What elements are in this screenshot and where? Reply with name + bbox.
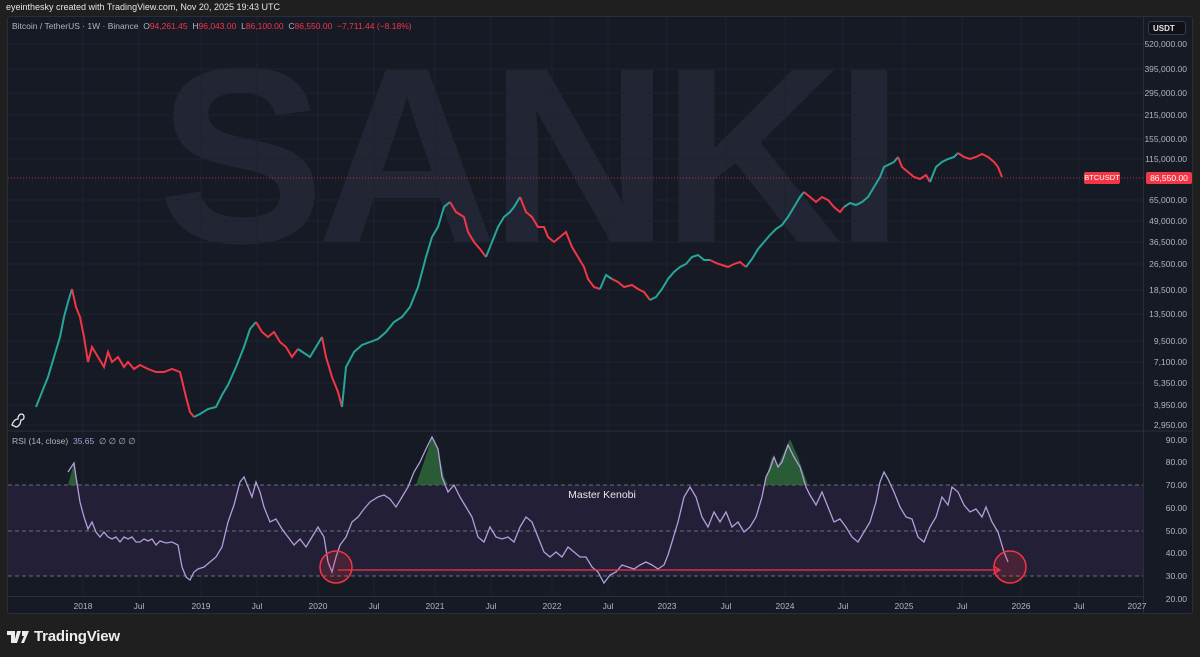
price-axis[interactable]: USDT 520,000.00 395,000.00 295,000.00 21… xyxy=(1143,17,1192,613)
brand-name: TradingView xyxy=(34,628,120,645)
chart-panel[interactable]: SANKI xyxy=(7,16,1193,614)
price-series xyxy=(35,152,1003,418)
rsi-extra: ∅ ∅ ∅ ∅ xyxy=(98,436,136,446)
symbol-price-tag: BTCUSDT xyxy=(1084,172,1120,184)
time-axis[interactable]: 2018 Jul 2019 Jul 2020 Jul 2021 Jul 2022… xyxy=(8,596,1146,613)
chart-canvas[interactable]: SANKI xyxy=(8,17,1192,613)
master-kenobi-annotation: Master Kenobi xyxy=(568,489,636,501)
currency-button[interactable]: USDT xyxy=(1148,21,1186,35)
tradingview-logo-icon xyxy=(7,630,29,643)
change-value: −7,711.44 (−8.18%) xyxy=(337,21,412,31)
chart-caption: eyeinthesky created with TradingView.com… xyxy=(6,2,280,12)
watermark-text: SANKI xyxy=(158,17,896,295)
open-value: 94,261.45 xyxy=(149,21,188,31)
symbol-legend[interactable]: Bitcoin / TetherUS · 1W · Binance O94,26… xyxy=(12,21,412,31)
close-value: 86,550.00 xyxy=(294,21,333,31)
rsi-legend[interactable]: RSI (14, close) 35.65 ∅ ∅ ∅ ∅ xyxy=(12,436,136,447)
low-value: 86,100.00 xyxy=(245,21,284,31)
rsi-line xyxy=(67,435,1009,585)
tradingview-logo[interactable]: TradingView xyxy=(7,628,120,645)
last-price-tag: 86,550.00 xyxy=(1146,172,1192,184)
high-value: 96,043.00 xyxy=(198,21,237,31)
dino-icon xyxy=(11,413,25,428)
rsi-label: RSI (14, close) xyxy=(12,436,69,446)
rsi-low-circle-2020 xyxy=(319,550,353,584)
symbol-name: Bitcoin / TetherUS · 1W · Binance xyxy=(12,21,139,31)
rsi-low-circle-2025 xyxy=(993,550,1027,584)
rsi-value: 35.65 xyxy=(72,436,95,446)
